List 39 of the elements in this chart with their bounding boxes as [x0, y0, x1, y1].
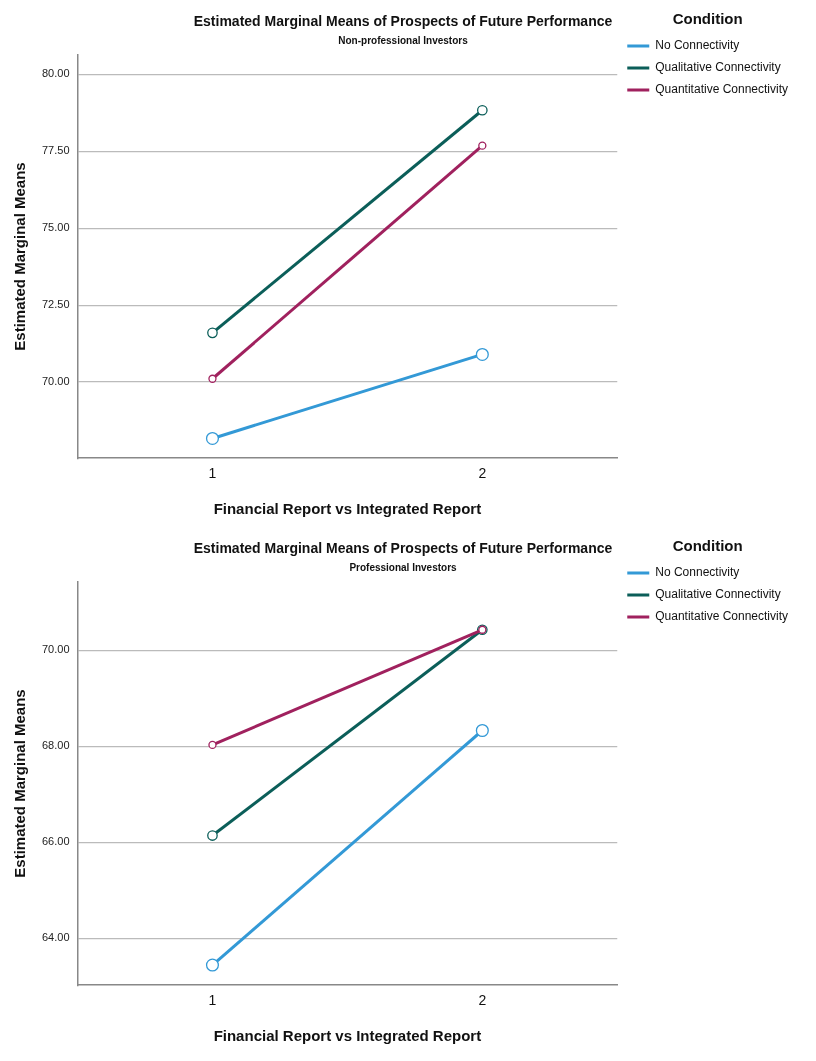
chart-title: Estimated Marginal Means of Prospects of Future Performance: [193, 540, 613, 557]
x-tick-label: 1: [208, 992, 217, 1009]
legend-label: Qualitative Connectivity: [655, 587, 781, 602]
chart-title: Estimated Marginal Means of Prospects of Future Performance: [193, 13, 613, 30]
point: [205, 958, 220, 972]
legend-title: Condition: [672, 9, 743, 27]
legend-label: Quantitative Connectivity: [655, 609, 788, 624]
y-tick-label: 72.50: [42, 298, 70, 311]
point: [475, 723, 489, 738]
y-tick-label: 77.50: [42, 144, 70, 157]
point: [478, 141, 487, 150]
point: [476, 104, 488, 116]
legend-label: Quantitative Connectivity: [655, 82, 788, 97]
y-tick-label: 70.00: [42, 375, 70, 388]
point: [208, 740, 217, 750]
x-tick-label: 2: [478, 992, 487, 1009]
y-tick-label: 75.00: [42, 221, 70, 234]
x-tick-label: 2: [478, 465, 487, 482]
y-tick-label: 80.00: [42, 67, 70, 80]
y-axis-title: Estimated Marginal Means: [11, 689, 29, 878]
legend-label: No Connectivity: [655, 565, 740, 580]
y-axis-title: Estimated Marginal Means: [11, 162, 29, 351]
chart-subtitle: Professional Investors: [349, 561, 458, 573]
legend-title: Condition: [672, 536, 743, 554]
x-axis-title: Financial Report vs Integrated Report: [213, 500, 482, 518]
x-tick-label: 1: [208, 465, 217, 482]
point: [475, 347, 489, 361]
legend-label: Qualitative Connectivity: [655, 60, 781, 75]
point: [207, 830, 218, 841]
y-tick-label: 66.00: [42, 835, 70, 848]
y-tick-label: 68.00: [42, 739, 70, 752]
point: [205, 431, 220, 446]
x-axis-title: Financial Report vs Integrated Report: [213, 1027, 482, 1045]
chart-subtitle: Non-professional Investors: [338, 34, 469, 46]
point: [207, 327, 218, 339]
point: [208, 374, 217, 383]
legend-label: No Connectivity: [655, 38, 740, 53]
y-tick-label: 64.00: [42, 931, 70, 944]
y-tick-label: 70.00: [42, 643, 70, 656]
